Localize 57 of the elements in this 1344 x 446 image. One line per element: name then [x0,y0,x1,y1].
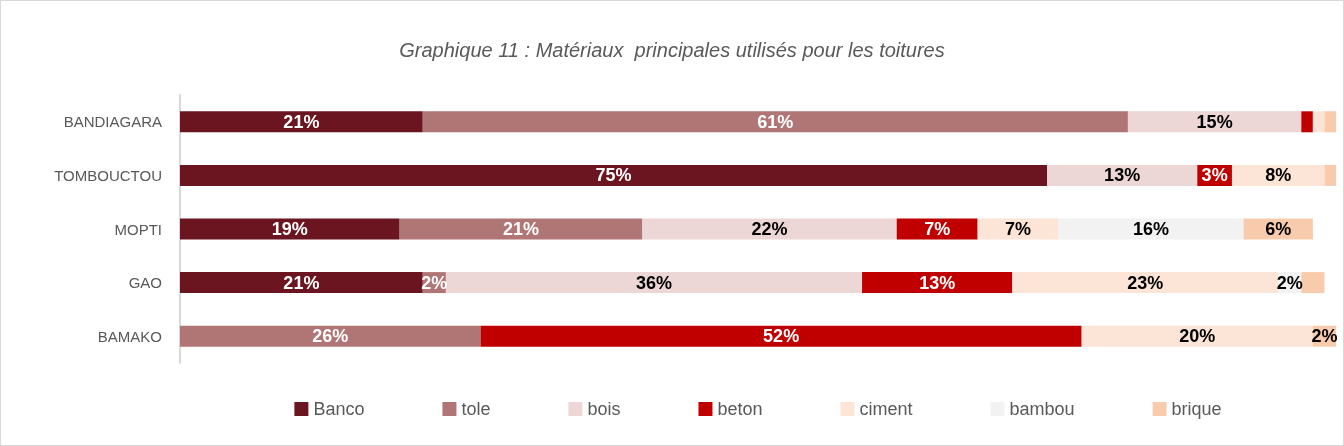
data-label: 2% [1276,272,1303,293]
y-tick-label: MOPTI [114,220,162,238]
data-label: 36% [635,272,672,293]
bar [1081,325,1313,347]
data-label: 23% [1127,272,1164,293]
data-label: 6% [1265,219,1292,239]
data-label: 3% [1201,165,1228,186]
bar [180,272,423,294]
bar [1324,111,1336,133]
bar [480,325,1082,347]
data-label: 7% [1005,219,1032,239]
data-label: 19% [271,219,308,239]
y-tick-label: BANDIAGARA [63,113,162,131]
chart-title: Graphique 11 : Matériaux principales utilisés pour les toitures [399,39,945,61]
bar [1312,111,1325,133]
y-tick-label: BAMAKO [97,327,162,345]
bar [180,218,400,240]
data-label: 8% [1265,165,1292,186]
data-label: 21% [283,111,320,132]
legend-label: tole [461,399,491,419]
data-label: 20% [1179,326,1216,347]
bar [180,164,1047,186]
legend-label: bois [587,399,621,419]
bar [1058,218,1244,240]
data-label: 75% [595,165,632,186]
data-label: 7% [924,219,951,239]
data-label: 2% [1311,326,1338,347]
data-label: 61% [757,111,794,132]
bar [1324,164,1336,186]
data-label: 15% [1196,111,1233,132]
data-label: 21% [503,219,540,239]
data-label: 13% [919,272,956,293]
legend-label: brique [1171,399,1222,419]
legend-label: beton [717,399,763,419]
data-label: 26% [312,326,349,347]
data-label: 52% [763,326,800,347]
data-label: 13% [1104,165,1141,186]
bar [1047,164,1198,186]
bar [422,111,1128,133]
data-label: 22% [751,219,788,239]
bar [1301,111,1313,133]
bar [180,325,481,347]
legend-label: ciment [859,399,913,419]
bar [1127,111,1302,133]
legend-label: Banco [313,399,365,419]
bar [399,218,643,240]
bar [180,111,423,133]
y-tick-label: GAO [128,274,162,292]
data-label: 21% [283,272,320,293]
y-tick-label: TOMBOUCTOU [54,166,162,184]
bar [445,272,863,294]
bar [1301,272,1325,294]
bar [862,272,1013,294]
bar [1012,272,1279,294]
bar [642,218,897,240]
legend-label: bambou [1009,399,1075,419]
data-label: 16% [1133,219,1170,239]
